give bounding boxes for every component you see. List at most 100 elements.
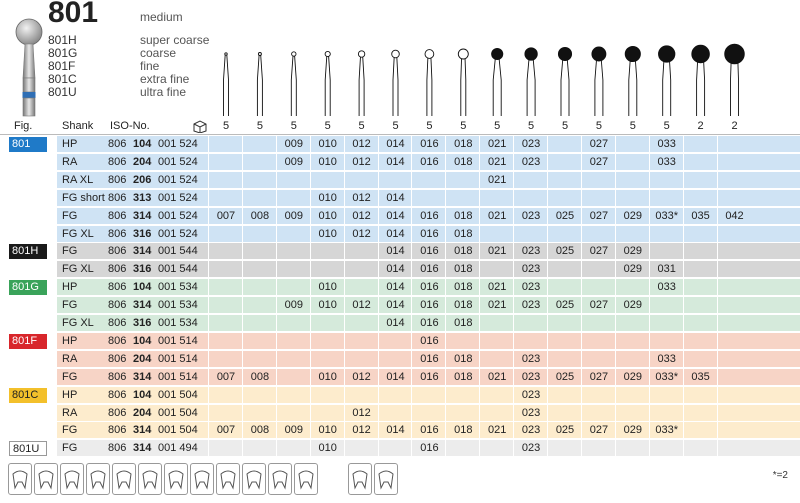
size-cell: 014 [386,245,405,258]
column-divider [479,350,481,367]
bur-silhouette [524,47,538,116]
column-divider [343,350,345,367]
column-divider [580,136,582,152]
column-divider [445,243,447,260]
iso-prefix: 806 [108,317,127,329]
column-divider [547,332,548,349]
column-divider [411,350,413,367]
column-divider [547,225,548,242]
column-divider [241,136,243,152]
iso-prefix: 806 [108,209,127,222]
size-cell [279,261,309,277]
size-cell: 016 [420,138,439,150]
size-cell [686,172,716,188]
size-cell [550,172,580,188]
column-divider [614,332,616,349]
iso-suffix: 001 524 [158,138,198,150]
column-divider [411,368,413,385]
column-divider [614,279,616,296]
column-divider [411,279,413,296]
column-divider [682,279,684,296]
column-divider [614,243,616,260]
column-divider [580,386,582,403]
iso-shank-code: 104 [133,138,152,150]
size-cell [448,440,478,456]
column-divider [343,171,345,188]
bur-silhouette [457,48,469,116]
size-cell [652,297,682,313]
size-cell [347,172,377,188]
size-cell: 027 [589,209,609,222]
bur-product-image [15,18,43,117]
column-divider [343,225,345,242]
size-cell [313,243,343,259]
column-divider [241,350,243,367]
variant-description: extra fine [140,72,190,86]
size-cell [686,136,716,152]
size-cell [414,172,444,188]
pack-count: 2 [697,120,704,132]
column-divider [479,440,481,457]
iso-suffix: 001 504 [158,424,198,437]
iso-prefix: 806 [108,424,127,437]
iso-suffix: 001 494 [158,442,198,455]
iso-shank-code: 313 [133,191,152,204]
column-divider [513,171,515,188]
size-cell [211,387,241,403]
iso-prefix: 806 [108,370,127,383]
size-cell [448,405,478,421]
size-cell [720,172,750,188]
column-divider [275,315,277,331]
bur-silhouette [424,49,435,116]
size-cell [245,279,275,295]
size-cell: 016 [420,352,439,365]
iso-suffix: 001 504 [158,388,198,401]
column-divider [716,440,718,457]
size-cell [652,226,682,242]
column-divider [580,279,582,296]
column-divider [547,422,548,439]
shank-type: HP [62,281,78,294]
column-divider [411,243,413,260]
size-cell [652,405,682,421]
column-divider [208,225,209,242]
shank-type: HP [62,138,78,150]
class-ii-cavity-icon [34,463,58,495]
size-cell [279,172,309,188]
size-cell [279,405,309,421]
column-divider [648,279,650,296]
size-cell [652,315,682,331]
size-cell: 018 [454,370,473,383]
table-row: 801C HP 806 104 001 504 023 [0,386,800,404]
iso-shank-code: 314 [133,424,152,437]
size-cell [720,422,750,438]
column-divider [648,386,650,403]
table-row: 801G HP 806 104 001 534 010 014 016 018 021 023 033 [0,279,800,296]
column-divider [208,153,209,170]
size-cell: 033* [655,370,678,383]
size-cell [516,190,546,206]
size-cell [279,243,309,259]
column-divider [208,136,209,152]
column-divider [309,225,311,242]
column-divider [547,279,548,296]
size-cell: 025 [555,424,575,437]
size-cell [245,440,275,456]
size-cell [245,351,275,367]
grit-grade: medium [140,10,183,24]
size-cell: 023 [521,138,541,150]
size-cell [313,315,343,331]
column-divider [547,386,548,403]
size-cell: 033 [657,155,676,168]
size-cell [686,333,716,349]
size-cell [686,279,716,295]
size-cell: 027 [589,138,609,150]
column-divider [343,332,345,349]
size-cell [652,243,682,259]
size-cell [720,351,750,367]
shank-type: FG [62,370,78,383]
variant-description: super coarse [140,33,210,47]
size-cell [720,261,750,277]
column-divider [580,153,582,170]
column-divider [648,315,650,331]
